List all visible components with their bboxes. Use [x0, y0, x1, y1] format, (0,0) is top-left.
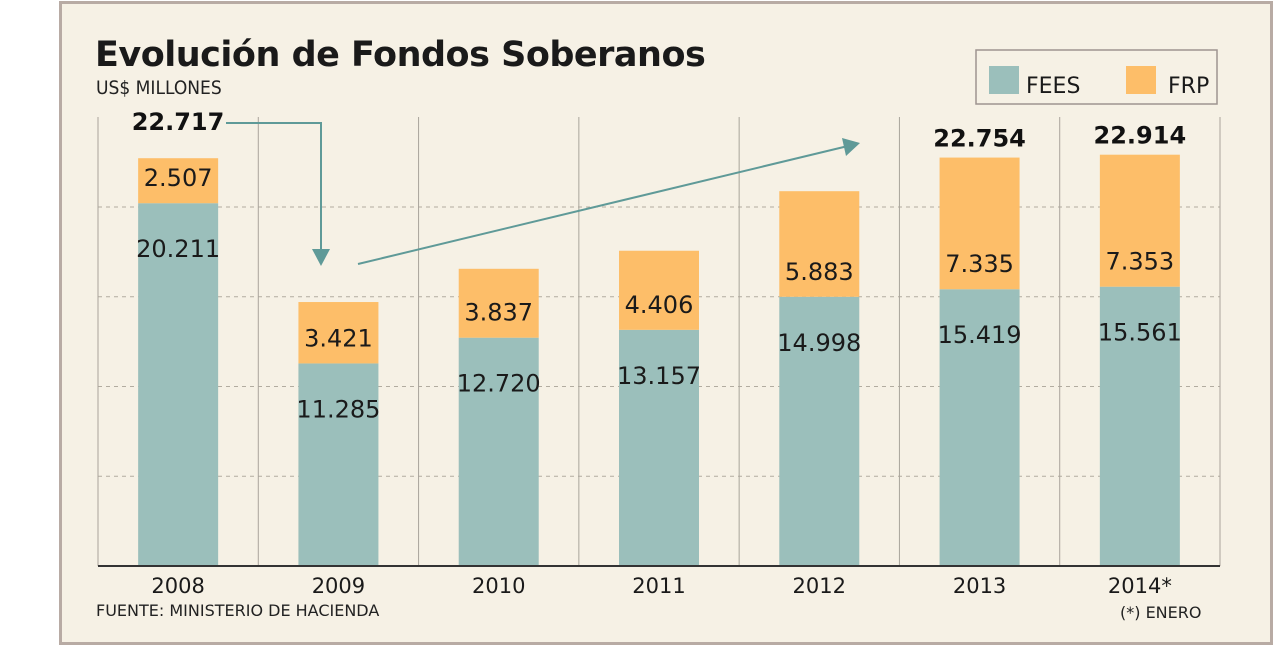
- legend-label-fees: FEES: [1026, 74, 1080, 99]
- footnote: (*) ENERO: [1120, 603, 1201, 622]
- bar-fees-2012: [779, 296, 860, 566]
- total-label-2014: 22.914: [1094, 122, 1187, 150]
- label-fees-2012: 14.998: [777, 329, 861, 357]
- bar-frp-2009: [298, 302, 379, 364]
- x-tick-2011: 2011: [632, 574, 685, 598]
- bar-fees-2011: [619, 329, 699, 566]
- growth-arrowhead: [842, 138, 860, 156]
- source-note: FUENTE: MINISTERIO DE HACIENDA: [96, 601, 379, 620]
- growth-arrow-line: [357, 145, 849, 265]
- bar-fees-2014: [1099, 286, 1180, 566]
- bar-fees-2013: [939, 289, 1020, 566]
- x-tick-2008: 2008: [151, 574, 204, 598]
- legend-swatch-fees: [989, 66, 1019, 94]
- label-frp-2014: 7.353: [1105, 248, 1174, 276]
- label-fees-2010: 12.720: [457, 370, 541, 398]
- legend-swatch-frp: [1126, 66, 1156, 94]
- legend-label-frp: FRP: [1168, 74, 1209, 99]
- bar-frp-2011: [619, 250, 699, 330]
- bar-frp-2013: [939, 157, 1020, 290]
- plot-area: 20.211 2.507 2008 11.285 3.421 2009 12.720 3.83…: [97, 108, 1221, 598]
- label-frp-2009: 3.421: [304, 324, 373, 352]
- total-label-2013: 22.754: [933, 125, 1026, 153]
- label-fees-2008: 20.211: [136, 235, 220, 263]
- label-fees-2014: 15.561: [1098, 319, 1182, 347]
- bar-frp-2008: [138, 158, 219, 204]
- chart-subtitle: US$ MILLONES: [96, 77, 222, 99]
- bar-frp-2014: [1099, 154, 1180, 287]
- decline-arrow-line: [226, 122, 322, 253]
- label-frp-2013: 7.335: [945, 250, 1014, 278]
- bar-fees-2009: [298, 363, 379, 566]
- bar-fees-2010: [458, 337, 539, 566]
- label-frp-2008: 2.507: [144, 164, 213, 192]
- label-fees-2009: 11.285: [296, 395, 380, 423]
- label-frp-2010: 3.837: [464, 299, 533, 327]
- bar-fees-2008: [138, 203, 219, 566]
- x-tick-2009: 2009: [312, 574, 365, 598]
- x-tick-2014: 2014*: [1108, 574, 1172, 598]
- total-label-2008: 22.717: [132, 108, 225, 136]
- decline-arrowhead: [312, 249, 330, 266]
- label-frp-2012: 5.883: [785, 258, 854, 286]
- chart-title: Evolución de Fondos Soberanos: [95, 35, 705, 75]
- x-tick-2013: 2013: [953, 574, 1006, 598]
- label-fees-2013: 15.419: [938, 321, 1022, 349]
- bar-frp-2012: [779, 191, 860, 297]
- bar-frp-2010: [458, 268, 539, 338]
- x-tick-2010: 2010: [472, 574, 525, 598]
- x-tick-2012: 2012: [793, 574, 846, 598]
- legend: FEES FRP: [975, 49, 1218, 105]
- label-frp-2011: 4.406: [625, 291, 694, 319]
- label-fees-2011: 13.157: [617, 362, 701, 390]
